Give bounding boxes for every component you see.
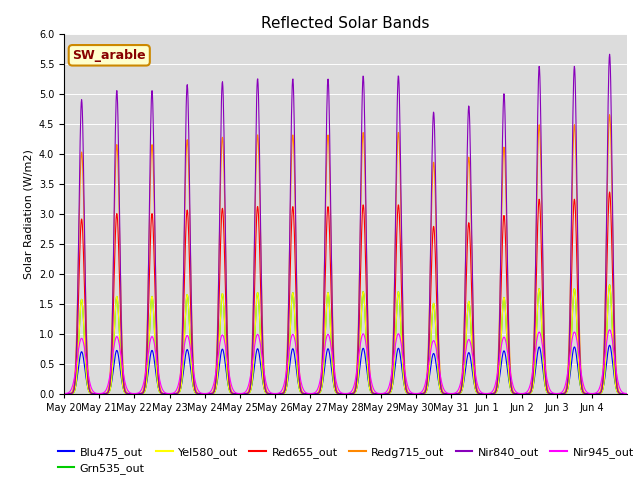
Redg715_out bbox=[479, 391, 486, 396]
Text: SW_arable: SW_arable bbox=[72, 49, 146, 62]
Line: Nir840_out: Nir840_out bbox=[64, 54, 627, 394]
Blu475_out bbox=[616, 391, 624, 396]
Yel580_out bbox=[605, 282, 613, 288]
Nir840_out bbox=[60, 391, 68, 396]
Grn535_out bbox=[331, 387, 339, 393]
Grn535_out bbox=[623, 391, 631, 396]
Blu475_out bbox=[60, 391, 68, 396]
Red655_out bbox=[616, 391, 624, 396]
Red655_out bbox=[479, 391, 486, 396]
Blu475_out bbox=[148, 348, 156, 353]
Y-axis label: Solar Radiation (W/m2): Solar Radiation (W/m2) bbox=[23, 149, 33, 278]
Red655_out bbox=[331, 380, 339, 386]
Nir945_out bbox=[148, 334, 156, 339]
Blu475_out bbox=[605, 342, 613, 348]
Redg715_out bbox=[331, 371, 339, 376]
Nir840_out bbox=[331, 379, 339, 385]
Legend: Blu475_out, Grn535_out, Yel580_out, Red655_out, Redg715_out, Nir840_out, Nir945_: Blu475_out, Grn535_out, Yel580_out, Red6… bbox=[53, 443, 638, 479]
Red655_out bbox=[148, 211, 156, 216]
Nir840_out bbox=[616, 391, 624, 396]
Nir945_out bbox=[561, 384, 569, 390]
Redg715_out bbox=[320, 278, 328, 284]
Redg715_out bbox=[605, 112, 613, 118]
Yel580_out bbox=[148, 294, 156, 300]
Blu475_out bbox=[320, 370, 328, 375]
Grn535_out bbox=[479, 391, 486, 396]
Yel580_out bbox=[616, 391, 624, 396]
Redg715_out bbox=[60, 391, 68, 396]
Line: Yel580_out: Yel580_out bbox=[64, 285, 627, 394]
Nir840_out bbox=[320, 283, 328, 288]
Red655_out bbox=[60, 391, 68, 396]
Blu475_out bbox=[623, 391, 631, 396]
Redg715_out bbox=[561, 389, 569, 395]
Redg715_out bbox=[623, 391, 631, 396]
Grn535_out bbox=[60, 391, 68, 396]
Nir945_out bbox=[60, 391, 68, 396]
Nir945_out bbox=[479, 390, 486, 396]
Nir840_out bbox=[561, 390, 569, 396]
Grn535_out bbox=[148, 294, 156, 300]
Blu475_out bbox=[561, 390, 569, 396]
Yel580_out bbox=[331, 387, 339, 393]
Nir840_out bbox=[605, 51, 613, 57]
Yel580_out bbox=[60, 391, 68, 396]
Yel580_out bbox=[320, 356, 328, 362]
Line: Red655_out: Red655_out bbox=[64, 192, 627, 394]
Redg715_out bbox=[616, 390, 624, 396]
Nir945_out bbox=[623, 391, 631, 396]
Grn535_out bbox=[320, 356, 328, 362]
Nir840_out bbox=[623, 391, 631, 396]
Red655_out bbox=[623, 391, 631, 396]
Line: Nir945_out: Nir945_out bbox=[64, 330, 627, 394]
Redg715_out bbox=[148, 142, 156, 147]
Line: Blu475_out: Blu475_out bbox=[64, 345, 627, 394]
Nir945_out bbox=[605, 327, 613, 333]
Grn535_out bbox=[561, 391, 569, 396]
Yel580_out bbox=[561, 391, 569, 396]
Blu475_out bbox=[479, 391, 486, 396]
Nir945_out bbox=[616, 386, 624, 392]
Yel580_out bbox=[623, 391, 631, 396]
Red655_out bbox=[605, 189, 613, 195]
Yel580_out bbox=[479, 391, 486, 396]
Line: Grn535_out: Grn535_out bbox=[64, 285, 627, 394]
Nir840_out bbox=[148, 88, 156, 94]
Grn535_out bbox=[605, 282, 613, 288]
Line: Redg715_out: Redg715_out bbox=[64, 115, 627, 394]
Nir945_out bbox=[331, 371, 339, 377]
Nir840_out bbox=[479, 391, 486, 396]
Blu475_out bbox=[331, 386, 339, 392]
Grn535_out bbox=[616, 391, 624, 396]
Red655_out bbox=[320, 318, 328, 324]
Nir945_out bbox=[320, 349, 328, 355]
Title: Reflected Solar Bands: Reflected Solar Bands bbox=[261, 16, 430, 31]
Red655_out bbox=[561, 390, 569, 396]
